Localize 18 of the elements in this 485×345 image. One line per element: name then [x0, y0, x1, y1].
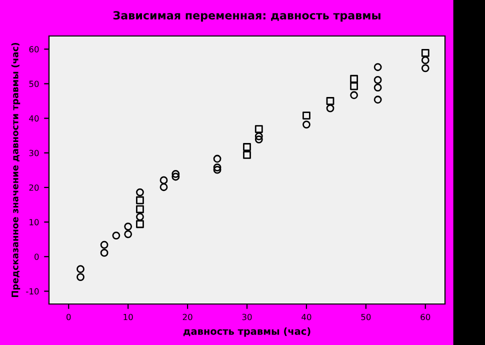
x-tick-label: 10 — [124, 314, 133, 320]
y-tick-label: 0 — [34, 254, 39, 260]
y-axis-title: Предсказанное значение давности травмы (час) — [11, 42, 20, 298]
x-tick-label: 20 — [182, 314, 192, 320]
y-tick-label: 60 — [29, 46, 39, 52]
y-tick-label: 50 — [29, 80, 39, 88]
y-tick-label: 20 — [29, 184, 39, 191]
x-axis-title: давность травмы (час) — [183, 327, 310, 337]
x-tick-label: 50 — [361, 314, 371, 320]
y-tick-label: 30 — [29, 150, 39, 156]
x-tick-label: 0 — [66, 314, 71, 320]
y-tick-label: 40 — [29, 115, 39, 122]
x-tick-label: 30 — [242, 314, 252, 320]
chart-title: Зависимая переменная: давность травмы — [113, 11, 380, 22]
y-tick-label: -10 — [26, 288, 39, 294]
x-tick-label: 40 — [302, 314, 312, 320]
x-tick-label: 60 — [420, 314, 430, 320]
y-tick-label: 10 — [30, 219, 39, 226]
